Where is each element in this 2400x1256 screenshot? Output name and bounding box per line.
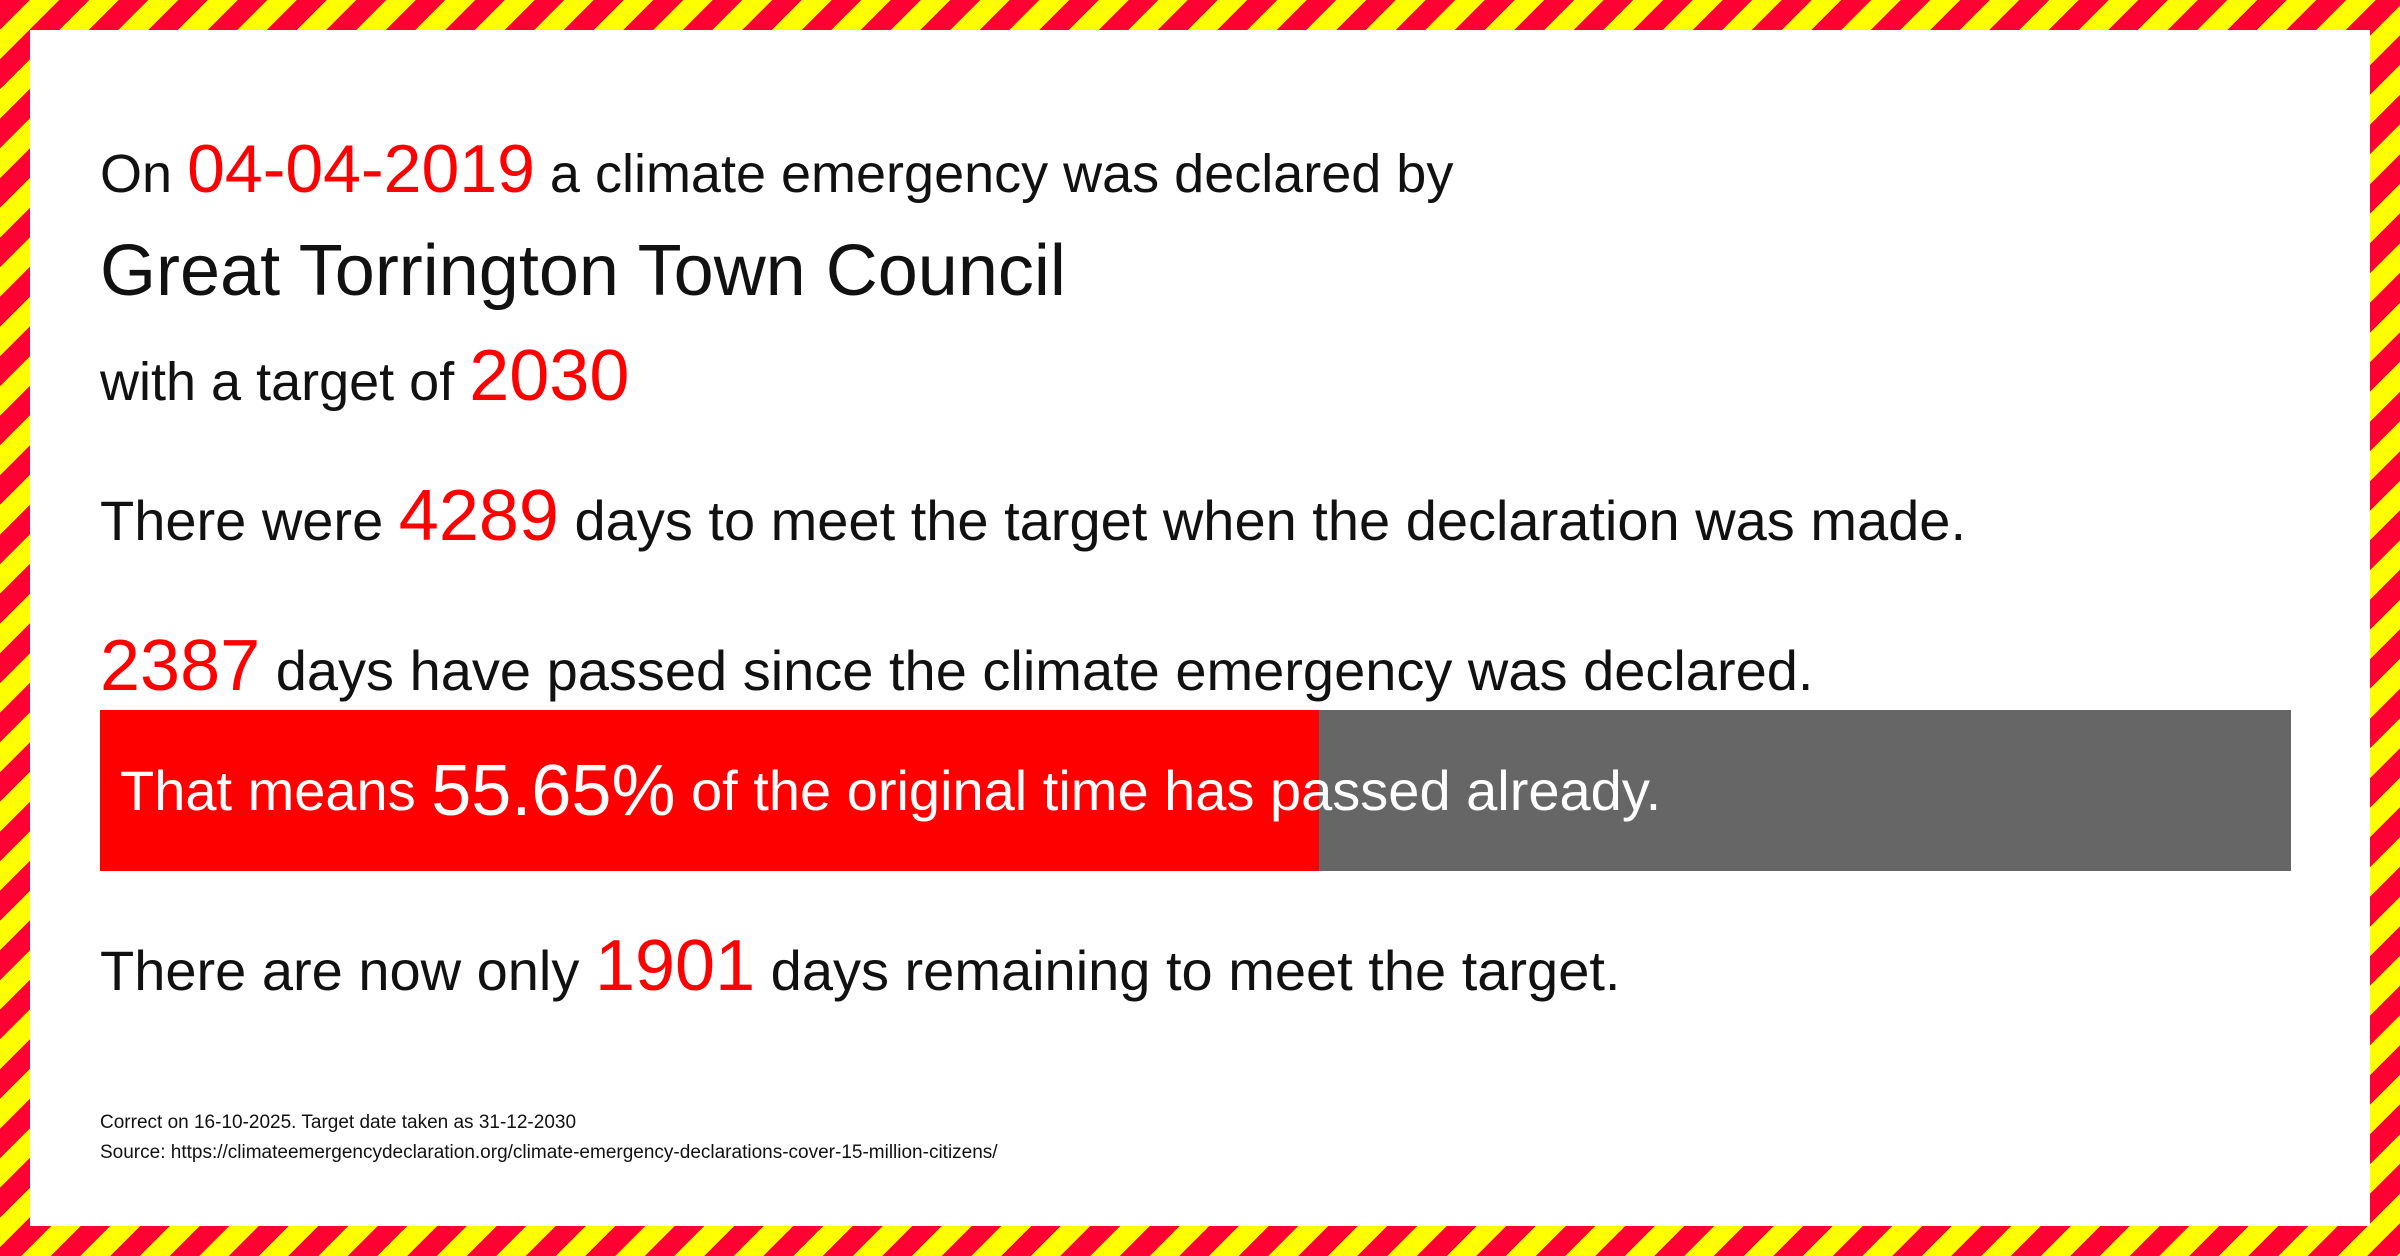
days-passed-suffix: days have passed since the climate emerg… <box>275 639 1814 702</box>
days-remaining: 1901 <box>594 926 756 1006</box>
declaration-card: On 04-04-2019 a climate emergency was de… <box>30 30 2370 1226</box>
days-total-suffix: days to meet the target when the declara… <box>574 489 1966 552</box>
declaration-prefix: On <box>100 144 173 204</box>
remaining-suffix: days remaining to meet the target. <box>770 939 1621 1002</box>
remaining-prefix: There are now only <box>100 939 580 1002</box>
progress-bar-fill <box>100 710 1320 871</box>
days-total-prefix: There were <box>100 489 384 552</box>
target-line: with a target of 2030 <box>100 335 629 417</box>
organisation-name: Great Torrington Town Council <box>100 231 1066 311</box>
percent-value: 55.65% <box>431 750 676 831</box>
days-total: 4289 <box>398 476 559 556</box>
progress-text: That means 55.65% of the original time h… <box>120 710 1661 871</box>
correct-on-note: Correct on 16-10-2025. Target date taken… <box>100 1112 577 1133</box>
days-passed: 2387 <box>100 626 261 706</box>
days-passed-line: 2387 days have passed since the climate … <box>100 625 1813 707</box>
target-prefix: with a target of <box>100 352 455 412</box>
days-remaining-line: There are now only 1901 days remaining t… <box>100 925 1620 1007</box>
declaration-date: 04-04-2019 <box>187 131 535 207</box>
declaration-suffix: a climate emergency was declared by <box>549 144 1454 204</box>
progress-bar: That means 55.65% of the original time h… <box>100 710 2291 871</box>
percent-prefix: That means <box>120 759 416 822</box>
source-note: Source: https://climateemergencydeclarat… <box>100 1142 998 1163</box>
target-year: 2030 <box>469 336 630 416</box>
declaration-line: On 04-04-2019 a climate emergency was de… <box>100 130 1453 208</box>
days-total-line: There were 4289 days to meet the target … <box>100 475 1966 557</box>
percent-suffix: of the original time has passed already. <box>691 759 1662 822</box>
